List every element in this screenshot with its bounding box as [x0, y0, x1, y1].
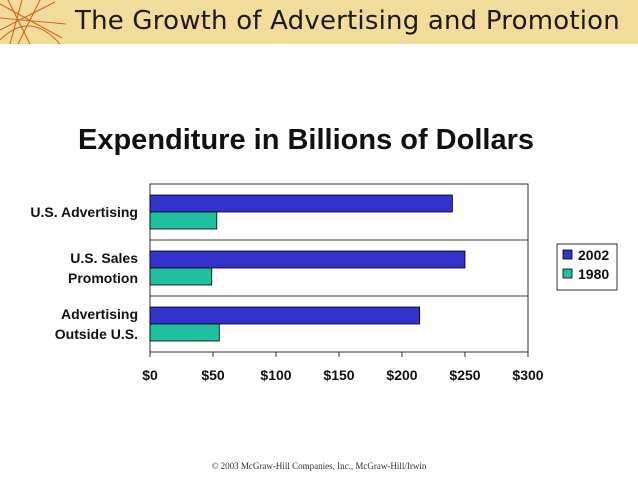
x-tick-label: $0	[142, 367, 158, 383]
slide-title: The Growth of Advertising and Promotion	[75, 6, 620, 36]
bar-1980	[149, 211, 218, 230]
banner-line-art	[0, 0, 67, 44]
legend-swatch	[562, 249, 573, 260]
category-label: Promotion	[68, 270, 138, 286]
bar-1980	[149, 323, 220, 342]
x-tick-label: $300	[512, 367, 543, 383]
bar-1980	[149, 267, 213, 286]
x-tick-label: $200	[386, 367, 417, 383]
bar-2002	[149, 306, 421, 325]
x-tick-label: $150	[323, 367, 354, 383]
copyright-footer: © 2003 McGraw-Hill Companies, Inc., McGr…	[211, 461, 427, 471]
x-tick-label: $100	[260, 367, 291, 383]
category-label: Outside U.S.	[55, 326, 138, 342]
legend-swatch	[562, 268, 573, 279]
x-tick-label: $250	[449, 367, 480, 383]
bar-2002	[149, 194, 453, 213]
category-label: U.S. Sales	[70, 250, 138, 266]
x-tick-label: $50	[201, 367, 225, 383]
legend: 2002 1980	[556, 243, 618, 291]
chart-title: Expenditure in Billions of Dollars	[78, 124, 534, 156]
category-separators	[150, 239, 528, 297]
legend-label: 2002	[578, 247, 609, 263]
category-label: U.S. Advertising	[30, 204, 138, 220]
category-labels: U.S. Advertising U.S. Sales Promotion Adver…	[30, 204, 138, 342]
category-label: Advertising	[61, 306, 138, 322]
title-banner: The Growth of Advertising and Promotion	[0, 0, 638, 44]
x-axis: $0 $50 $100 $150 $200 $250 $300	[142, 352, 544, 383]
legend-label: 1980	[578, 266, 609, 282]
bar-group	[149, 194, 466, 342]
bar-2002	[149, 250, 466, 269]
